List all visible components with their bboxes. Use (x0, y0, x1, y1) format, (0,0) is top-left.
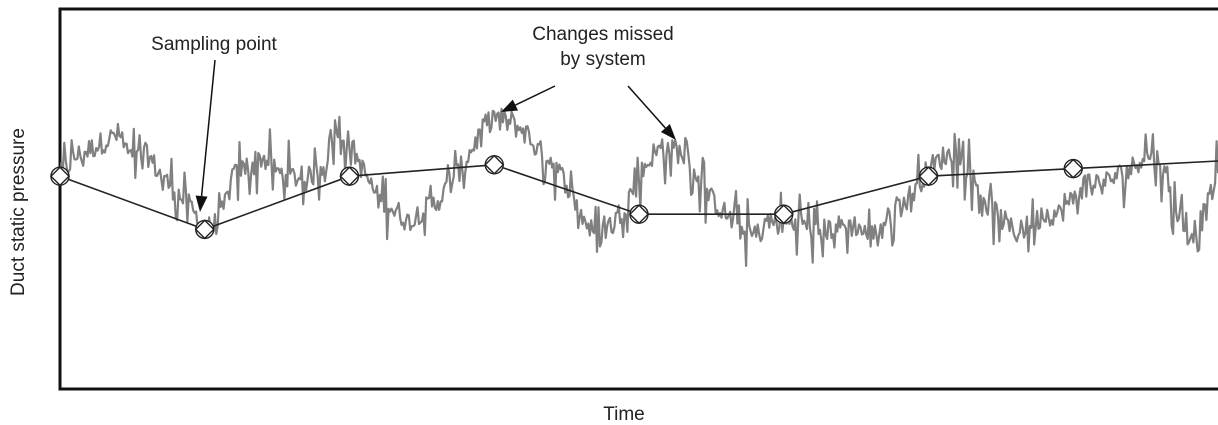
sampling-point-diamond (629, 204, 649, 225)
sampling-markers (50, 154, 1084, 240)
sampling-point-diamond (918, 166, 939, 187)
annotation-changes-missed-line1: Changes missed (532, 24, 674, 45)
sampling-point-diamond (194, 219, 215, 240)
sampling-point-marker (50, 166, 70, 186)
sampling-point-marker (774, 204, 794, 224)
sampling-point-marker (629, 204, 649, 224)
arrow-changes-missed-left-shaft (515, 85, 556, 106)
sampling-point-marker (1063, 158, 1083, 179)
annotation-changes-missed-line2: by system (560, 49, 646, 70)
x-axis-label: Time (603, 404, 645, 425)
sampling-point-diamond (50, 166, 70, 187)
actual-pressure-series (58, 107, 1218, 267)
sampling-point-marker (484, 155, 504, 175)
annotation-sampling-point: Sampling point (151, 34, 277, 55)
sampling-point-diamond (339, 166, 360, 187)
sampling-point-marker (918, 166, 939, 186)
sampling-point-marker (195, 219, 215, 240)
y-axis-label: Duct static pressure (8, 128, 29, 296)
arrow-changes-missed-right-head (660, 124, 676, 140)
sampling-point-diamond (1063, 158, 1084, 179)
actual-pressure-line (58, 107, 1218, 267)
arrow-sampling-point-head (195, 195, 208, 212)
sampling-point-diamond (484, 154, 505, 175)
arrow-changes-missed-left-head (501, 99, 519, 112)
arrow-sampling-point-shaft (200, 59, 216, 197)
sampling-point-diamond (773, 204, 794, 225)
arrow-changes-missed-right-shaft (627, 85, 666, 129)
plot-frame (58, 7, 1218, 391)
annotation-arrows (195, 59, 676, 212)
sampling-point-marker (339, 166, 360, 186)
